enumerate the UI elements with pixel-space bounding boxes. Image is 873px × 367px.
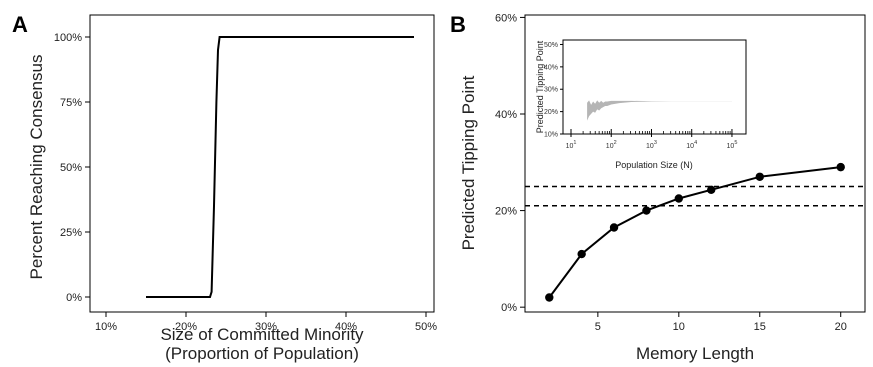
panel-b-ylabel: Predicted Tipping Point bbox=[459, 75, 478, 250]
panel-b-data-point bbox=[836, 162, 845, 172]
inset-x-tick-label: 103 bbox=[646, 140, 657, 150]
panel-b-data-point bbox=[674, 194, 684, 203]
panel-b-data-point bbox=[577, 249, 586, 259]
inset-frame bbox=[562, 39, 747, 135]
panel-b-y-tick-label: 0% bbox=[501, 302, 517, 314]
panel-b-x-tick-label: 10 bbox=[673, 321, 685, 333]
panel-b-y-tick-label: 60% bbox=[495, 12, 517, 24]
panel-a-xlabel-line1: Size of Committed Minority bbox=[160, 325, 364, 344]
panel-a: A 10% 20% 30% 40% 50% 0% 25% 50% 75% 100% Size of… bbox=[12, 12, 437, 363]
inset-y-tick-label: 50% bbox=[544, 42, 558, 49]
panel-b-data-point bbox=[545, 293, 554, 302]
panel-a-y-tick-label: 50% bbox=[60, 162, 82, 174]
inset-y-tick-label: 20% bbox=[544, 109, 558, 116]
panel-b-series-line bbox=[548, 166, 841, 299]
panel-a-ylabel: Percent Reaching Consensus bbox=[27, 55, 46, 280]
inset-y-tick-label: 30% bbox=[544, 87, 558, 94]
panel-b-data-point bbox=[706, 185, 716, 195]
inset-y-tick-label: 10% bbox=[544, 132, 558, 139]
panel-a-xlabel-line2: (Proportion of Population) bbox=[165, 344, 359, 363]
panel-a-y-tick-label: 100% bbox=[54, 32, 82, 44]
panel-a-x-tick-label: 30% bbox=[255, 321, 277, 333]
panel-b-x-tick-label: 5 bbox=[595, 321, 601, 333]
panel-a-y-tick-label: 0% bbox=[66, 292, 82, 304]
panel-a-frame bbox=[89, 14, 435, 313]
panel-b-xlabel: Memory Length bbox=[636, 344, 754, 363]
inset-ylabel: Predicted Tipping Point bbox=[535, 40, 545, 133]
panel-b-x-tick-label: 15 bbox=[754, 321, 766, 333]
inset-x-tick-label: 104 bbox=[686, 140, 697, 150]
panel-b-y-tick-label: 20% bbox=[495, 206, 517, 218]
inset-xlabel: Population Size (N) bbox=[615, 160, 693, 170]
panel-b: B 5 10 15 20 0% 20% 40% 60% Memory Length Predi… bbox=[450, 12, 866, 363]
panel-b-inset: 10% 20% 30% 40% 50% 101 102 103 104 105 Populatio… bbox=[535, 39, 747, 170]
panel-b-data-point bbox=[609, 223, 619, 232]
inset-band-area bbox=[587, 100, 732, 121]
panel-a-y-tick-label: 25% bbox=[60, 227, 82, 239]
panel-a-y-tick-label: 75% bbox=[60, 97, 82, 109]
inset-x-tick-label: 105 bbox=[727, 140, 738, 150]
panel-a-x-tick-label: 40% bbox=[335, 321, 357, 333]
inset-x-tick-label: 102 bbox=[606, 140, 617, 150]
panel-b-frame bbox=[524, 14, 866, 313]
panel-a-x-tick-label: 50% bbox=[415, 321, 437, 333]
panel-b-letter: B bbox=[450, 12, 466, 37]
panel-b-data-point bbox=[642, 206, 651, 215]
panel-b-data-point bbox=[755, 172, 764, 181]
panel-a-x-tick-label: 10% bbox=[95, 321, 117, 333]
panel-b-y-tick-label: 40% bbox=[495, 109, 517, 121]
panel-a-x-tick-label: 20% bbox=[175, 321, 197, 333]
panel-b-x-tick-label: 20 bbox=[835, 321, 847, 333]
inset-x-tick-label: 101 bbox=[566, 140, 577, 150]
inset-y-tick-label: 40% bbox=[544, 64, 558, 71]
panel-a-series-line bbox=[146, 36, 414, 298]
panel-a-letter: A bbox=[12, 12, 28, 37]
